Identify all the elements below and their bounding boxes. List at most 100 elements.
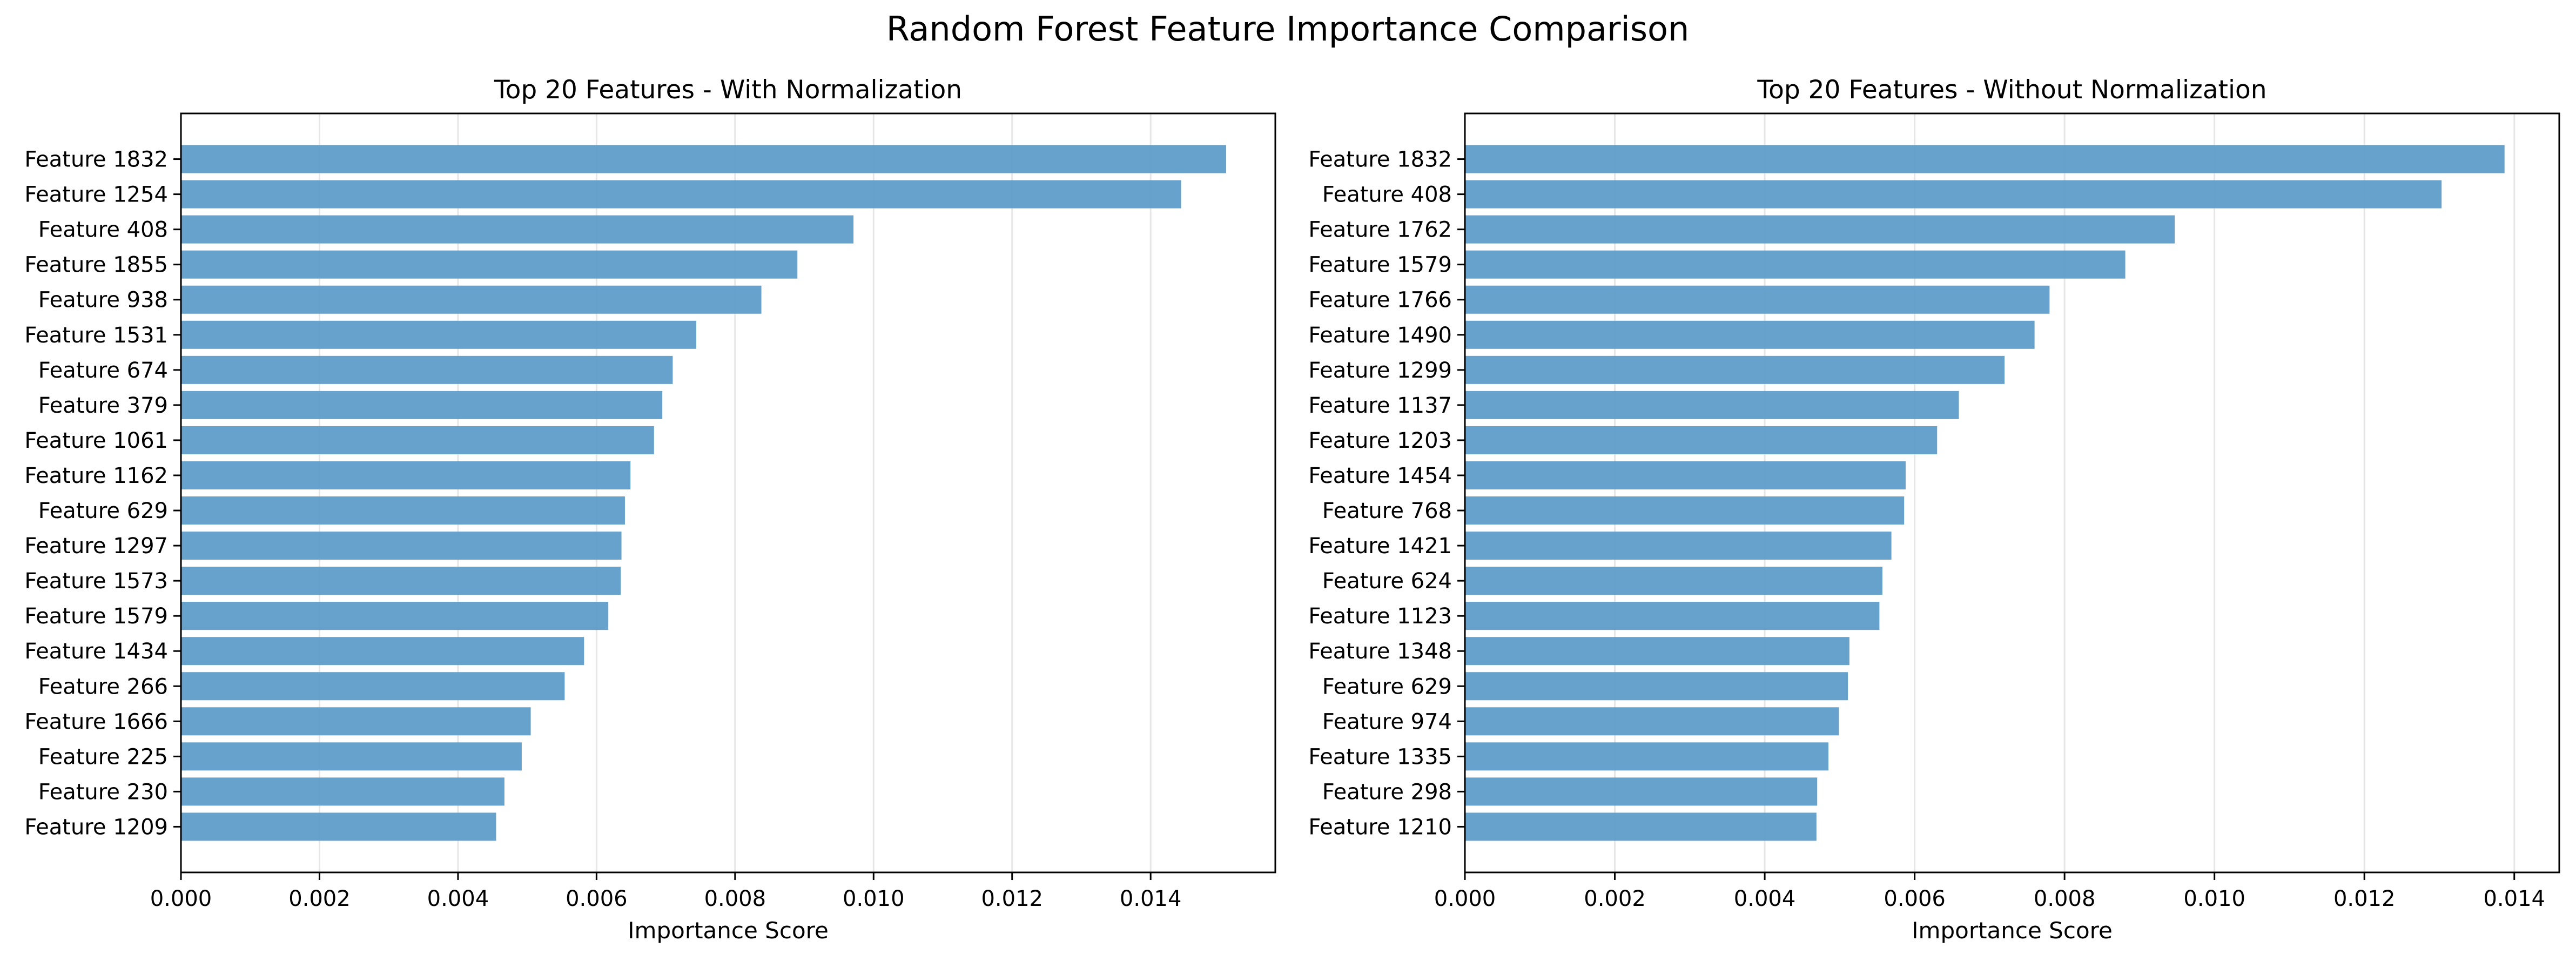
- chart-title: Top 20 Features - Without Normalization: [1757, 75, 2266, 105]
- x-tick-label: 0.002: [288, 886, 351, 911]
- chart-panel-with-normalization: Feature 1832 Feature 1254 Feature 408 Featu…: [24, 75, 1276, 944]
- y-tick-label: Feature 938: [38, 288, 168, 313]
- bar: [1465, 777, 1818, 806]
- x-tick-label: 0.004: [1734, 886, 1796, 911]
- bar: [181, 637, 584, 666]
- y-tick-label: Feature 1832: [24, 147, 168, 172]
- bar: [181, 180, 1181, 209]
- y-tick-label: Feature 1203: [1308, 428, 1452, 453]
- bar: [181, 672, 565, 701]
- y-tick-label: Feature 1123: [1308, 604, 1452, 629]
- chart-panel-without-normalization: Feature 1832 Feature 408 Feature 1762 Featu…: [1308, 75, 2560, 944]
- y-tick-label: Feature 1421: [1308, 534, 1452, 559]
- y-tick-label: Feature 629: [38, 499, 168, 523]
- bar: [1465, 180, 2442, 209]
- y-tick-label: Feature 230: [38, 779, 168, 804]
- bar: [1465, 567, 1882, 595]
- bar: [181, 532, 622, 560]
- x-tick-label: 0.006: [566, 886, 628, 911]
- bar: [181, 320, 697, 349]
- bar: [1465, 145, 2505, 173]
- bar: [1465, 812, 1817, 841]
- bar: [1465, 602, 1880, 630]
- y-tick-label: Feature 1434: [24, 639, 168, 664]
- y-tick-label: Feature 408: [1322, 183, 1452, 207]
- x-tick-label: 0.000: [150, 886, 212, 911]
- bar: [181, 602, 609, 630]
- y-tick-label: Feature 379: [38, 393, 168, 418]
- y-tick-label: Feature 674: [38, 358, 168, 383]
- x-tick-label: 0.010: [843, 886, 905, 911]
- y-tick-label: Feature 1209: [24, 815, 168, 839]
- chart-title: Top 20 Features - With Normalization: [494, 75, 962, 105]
- x-tick-label: 0.000: [1434, 886, 1496, 911]
- bar: [181, 391, 663, 419]
- y-tick-label: Feature 1061: [24, 428, 168, 453]
- y-tick-label: Feature 298: [1322, 779, 1452, 804]
- bar: [1465, 320, 2035, 349]
- bar: [181, 145, 1226, 173]
- y-tick-label: Feature 1210: [1308, 815, 1452, 839]
- y-tick-label: Feature 1490: [1308, 323, 1452, 348]
- bar: [181, 496, 625, 525]
- bar: [1465, 285, 2050, 314]
- bar: [181, 567, 621, 595]
- bar: [1465, 461, 1906, 489]
- x-axis-label: Importance Score: [1912, 917, 2113, 944]
- y-tick-label: Feature 1454: [1308, 463, 1452, 488]
- y-tick-label: Feature 1348: [1308, 639, 1452, 664]
- x-tick-label: 0.004: [427, 886, 489, 911]
- y-tick-label: Feature 1531: [24, 323, 168, 348]
- y-tick-label: Feature 629: [1322, 674, 1452, 699]
- x-tick-label: 0.008: [2034, 886, 2096, 911]
- bar: [1465, 742, 1829, 771]
- bar: [1465, 707, 1839, 736]
- y-tick-label: Feature 1297: [24, 534, 168, 559]
- bar: [181, 461, 631, 489]
- figure-title: Random Forest Feature Importance Compari…: [886, 9, 1690, 49]
- bar: [181, 812, 496, 841]
- axes-frame: [180, 112, 1276, 873]
- y-tick-label: Feature 1137: [1308, 393, 1452, 418]
- x-tick-label: 0.014: [1120, 886, 1182, 911]
- x-tick-label: 0.014: [2483, 886, 2545, 911]
- y-tick-label: Feature 1762: [1308, 218, 1452, 243]
- bar: [1465, 672, 1848, 701]
- x-tick-label: 0.008: [704, 886, 766, 911]
- y-tick-label: Feature 408: [38, 218, 168, 243]
- bar: [181, 250, 798, 279]
- bar: [181, 355, 673, 384]
- y-tick-label: Feature 1299: [1308, 358, 1452, 383]
- x-tick-label: 0.002: [1584, 886, 1646, 911]
- x-tick-label: 0.012: [2333, 886, 2396, 911]
- bar: [181, 215, 854, 244]
- y-tick-label: Feature 624: [1322, 569, 1452, 594]
- bar: [1465, 215, 2175, 244]
- y-tick-label: Feature 1832: [1308, 147, 1452, 172]
- y-tick-label: Feature 1335: [1308, 744, 1452, 769]
- bar: [1465, 355, 2005, 384]
- bar: [181, 707, 531, 736]
- bar: [1465, 532, 1892, 560]
- y-tick-label: Feature 1254: [24, 183, 168, 207]
- x-axis-label: Importance Score: [628, 917, 829, 944]
- y-tick-label: Feature 974: [1322, 709, 1452, 734]
- y-tick-label: Feature 266: [38, 674, 168, 699]
- bar: [1465, 250, 2126, 279]
- bar: [1465, 391, 1959, 419]
- y-tick-label: Feature 1579: [1308, 253, 1452, 278]
- bar: [1465, 637, 1849, 666]
- y-tick-label: Feature 768: [1322, 499, 1452, 523]
- bar: [181, 426, 654, 454]
- y-tick-label: Feature 1579: [24, 604, 168, 629]
- axes-frame: [1464, 112, 2560, 873]
- y-tick-label: Feature 1666: [24, 709, 168, 734]
- y-tick-label: Feature 1162: [24, 463, 168, 488]
- y-tick-label: Feature 225: [38, 744, 168, 769]
- bar: [181, 777, 505, 806]
- x-tick-label: 0.010: [2183, 886, 2245, 911]
- y-tick-label: Feature 1766: [1308, 288, 1452, 313]
- bar: [181, 742, 522, 771]
- bar: [1465, 426, 1938, 454]
